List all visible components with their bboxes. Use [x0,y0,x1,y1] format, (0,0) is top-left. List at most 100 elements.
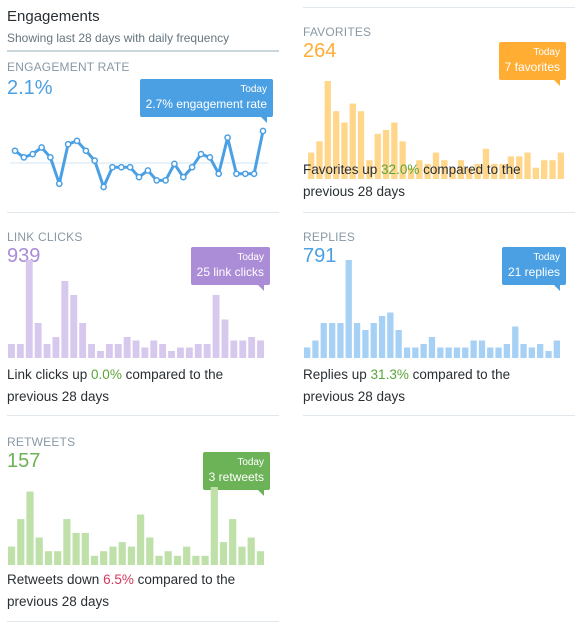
retweets-bar[interactable] [183,546,191,565]
retweets-bar[interactable] [54,551,62,565]
favorites-bar[interactable] [308,152,315,179]
replies-bar[interactable] [312,340,319,359]
engagement-rate-point[interactable] [144,167,152,174]
link-clicks-bar[interactable] [25,260,33,358]
engagement-rate-point[interactable] [109,163,116,171]
favorites-bar[interactable] [457,160,465,179]
engagement-rate-point[interactable] [29,150,37,158]
retweets-bar[interactable] [256,551,264,565]
retweets-bar[interactable] [26,491,34,565]
favorites-bar[interactable] [416,160,423,179]
link-clicks-bar[interactable] [70,295,78,358]
replies-bar[interactable] [512,326,519,359]
engagement-rate-point[interactable] [215,170,223,178]
favorites-bar[interactable] [474,163,481,179]
replies-bar[interactable] [337,323,344,358]
retweets-bar[interactable] [127,546,135,565]
engagement-rate-point[interactable] [91,157,99,164]
replies-bar[interactable] [345,260,352,358]
link-clicks-bar[interactable] [88,344,95,358]
replies-bar[interactable] [503,344,510,358]
link-clicks-bar[interactable] [212,295,220,358]
replies-bar[interactable] [395,330,402,358]
retweets-bar[interactable] [72,532,80,565]
favorites-bar[interactable] [366,160,373,179]
favorites-bar[interactable] [357,111,365,179]
retweets-bar[interactable] [44,551,53,565]
replies-bar[interactable] [320,323,327,358]
link-clicks-bar[interactable] [168,351,175,358]
engagement-rate-point[interactable] [38,144,45,151]
favorites-bar[interactable] [432,152,440,179]
replies-bar[interactable] [428,337,436,358]
link-clicks-bar[interactable] [257,340,264,359]
retweets-bar[interactable] [109,546,117,565]
replies-bar[interactable] [387,312,394,359]
link-clicks-bar[interactable] [185,347,193,359]
engagement-rate-point[interactable] [64,140,72,148]
link-clicks-bar[interactable] [194,344,202,358]
replies-bar[interactable] [412,347,419,359]
favorites-bar[interactable] [466,167,473,179]
favorites-bar[interactable] [516,156,523,179]
favorites-bar[interactable] [441,160,448,179]
link-clicks-bar[interactable] [132,340,140,359]
replies-bar[interactable] [437,347,444,359]
favorites-bar[interactable] [532,167,539,179]
retweets-bar[interactable] [192,555,200,565]
favorites-bar[interactable] [316,141,323,179]
engagement-rate-point[interactable] [197,150,205,158]
link-clicks-bar[interactable] [159,344,167,358]
retweets-bar[interactable] [155,555,163,565]
replies-bar[interactable] [420,344,427,358]
favorites-bar[interactable] [491,163,498,179]
replies-bar[interactable] [470,340,477,359]
retweets-bar[interactable] [118,542,126,565]
link-clicks-bar[interactable] [61,281,69,358]
link-clicks-bar[interactable] [230,340,238,359]
engagement-rate-point[interactable] [117,163,125,171]
link-clicks-bar[interactable] [239,340,247,359]
favorites-card[interactable]: FAVORITES 264 Today 7 favorites Favorite… [303,25,575,205]
replies-bar[interactable] [403,347,411,359]
favorites-bar[interactable] [324,81,331,179]
link-clicks-bar[interactable] [203,344,211,358]
engagement-rate-point[interactable] [162,177,169,184]
replies-bar[interactable] [537,344,544,358]
favorites-bar[interactable] [524,152,531,179]
replies-bar[interactable] [553,340,560,359]
engagement-rate-point[interactable] [73,137,81,145]
engagement-rate-card[interactable]: ENGAGEMENT RATE 2.1% Today 2.7% engageme… [7,60,279,200]
replies-bar[interactable] [453,347,461,359]
replies-bar[interactable] [545,351,552,358]
retweets-bar[interactable] [164,551,172,565]
engagement-rate-point[interactable] [11,147,19,155]
favorites-bar[interactable] [341,122,348,180]
replies-bar[interactable] [304,347,311,359]
link-clicks-bar[interactable] [43,344,51,358]
replies-bar[interactable] [353,323,361,358]
retweets-bar[interactable] [238,546,246,565]
retweets-bar[interactable] [90,555,99,565]
retweets-bar[interactable] [35,537,43,566]
engagement-rate-point[interactable] [188,163,196,171]
retweets-bar[interactable] [146,537,154,566]
favorites-bar[interactable] [499,163,506,179]
engagement-rate-point[interactable] [233,170,240,178]
engagement-rate-point[interactable] [171,160,178,168]
link-clicks-bar-chart[interactable] [8,258,266,358]
replies-bar[interactable] [487,347,494,359]
link-clicks-bar[interactable] [52,337,60,358]
retweets-bar[interactable] [201,555,209,565]
favorites-bar[interactable] [549,160,556,179]
engagement-rate-point[interactable] [82,147,90,155]
favorites-bar[interactable] [382,130,390,179]
retweets-bar[interactable] [81,532,89,565]
replies-bar[interactable] [362,330,369,358]
engagement-rate-point[interactable] [224,134,231,141]
replies-bar[interactable] [378,316,386,358]
retweets-bar[interactable] [137,514,145,566]
favorites-bar[interactable] [374,133,381,179]
replies-card[interactable]: REPLIES 791 Today 21 replies Replies up … [303,230,575,410]
link-clicks-card[interactable]: LINK CLICKS 939 Today 25 link clicks Lin… [7,230,279,410]
